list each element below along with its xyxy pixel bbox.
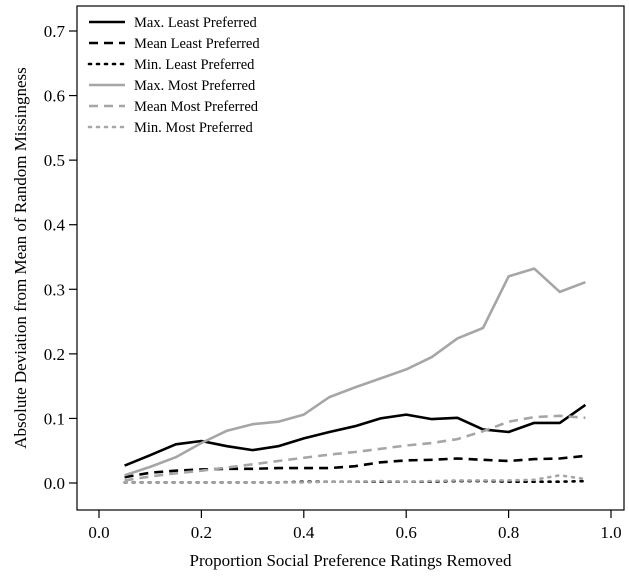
plot-frame <box>76 5 625 511</box>
legend-label: Mean Most Preferred <box>134 99 259 115</box>
y-tick-label: 0.3 <box>44 280 65 299</box>
y-axis: 0.0 0.1 0.2 0.3 0.4 0.5 0.6 0.7 <box>44 22 77 493</box>
y-tick-label: 0.2 <box>44 345 65 364</box>
y-tick-label: 0.5 <box>44 151 65 170</box>
series-line-min-least-preferred <box>123 479 587 484</box>
series-line-mean-least-preferred <box>124 454 586 479</box>
y-tick-label: 0.0 <box>44 474 65 493</box>
legend-label: Max. Least Preferred <box>134 15 258 31</box>
legend-label: Max. Most Preferred <box>134 78 256 94</box>
legend: Max. Least Preferred Mean Least Preferred… <box>87 15 260 136</box>
x-tick-label: 0.2 <box>191 523 212 542</box>
series-layer <box>123 267 587 484</box>
x-tick-label: 0.0 <box>88 523 109 542</box>
series-line-max-most-preferred <box>124 267 586 477</box>
x-tick-label: 0.4 <box>293 523 315 542</box>
series-line-mean-most-preferred <box>124 414 586 482</box>
y-tick-label: 0.6 <box>44 87 65 106</box>
plot-border <box>76 5 625 511</box>
legend-label: Min. Least Preferred <box>134 57 255 73</box>
x-axis-title: Proportion Social Preference Ratings Rem… <box>190 551 512 570</box>
legend-label: Min. Most Preferred <box>134 120 254 136</box>
y-axis-title: Absolute Deviation from Mean of Random M… <box>11 67 30 449</box>
series-line-min-most-preferred <box>123 473 587 484</box>
x-axis: 0.0 0.2 0.4 0.6 0.8 1.0 <box>88 510 622 542</box>
y-tick-label: 0.4 <box>44 216 66 235</box>
x-tick-label: 1.0 <box>600 523 621 542</box>
y-tick-label: 0.7 <box>44 22 66 41</box>
y-tick-label: 0.1 <box>44 409 65 428</box>
legend-label: Mean Least Preferred <box>134 36 260 52</box>
x-tick-label: 0.6 <box>396 523 417 542</box>
x-tick-label: 0.8 <box>498 523 519 542</box>
series-line-max-least-preferred <box>124 403 587 467</box>
